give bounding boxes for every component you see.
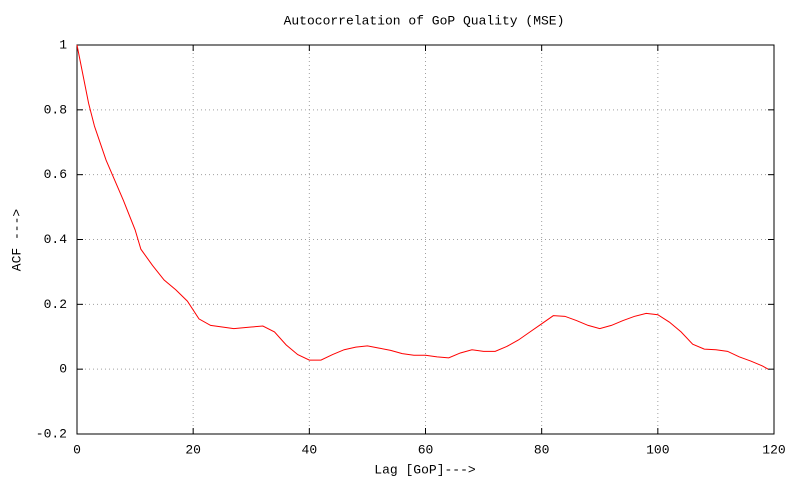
chart-title: Autocorrelation of GoP Quality (MSE) <box>284 13 565 28</box>
y-tick-label: 0.4 <box>44 232 68 247</box>
x-tick-label: 100 <box>646 442 669 457</box>
y-tick-label: 1 <box>59 37 67 52</box>
y-tick-label: 0.6 <box>44 167 67 182</box>
x-axis-label: Lag [GoP]---> <box>374 462 476 477</box>
data-line <box>76 44 769 370</box>
x-tick-label: 20 <box>185 442 201 457</box>
y-tick-label: 0.8 <box>44 102 67 117</box>
x-tick-label: 40 <box>302 442 318 457</box>
x-tick-label: 0 <box>73 442 81 457</box>
x-tick-label: 120 <box>762 442 785 457</box>
plot-border <box>76 44 775 435</box>
y-axis-label: ACF ---> <box>9 209 24 272</box>
y-tick-label: 0.2 <box>44 297 67 312</box>
x-tick-label: 80 <box>534 442 550 457</box>
y-tick-label: 0 <box>59 362 67 377</box>
x-tick-label: 60 <box>418 442 434 457</box>
y-tick-label: -0.2 <box>36 426 67 441</box>
